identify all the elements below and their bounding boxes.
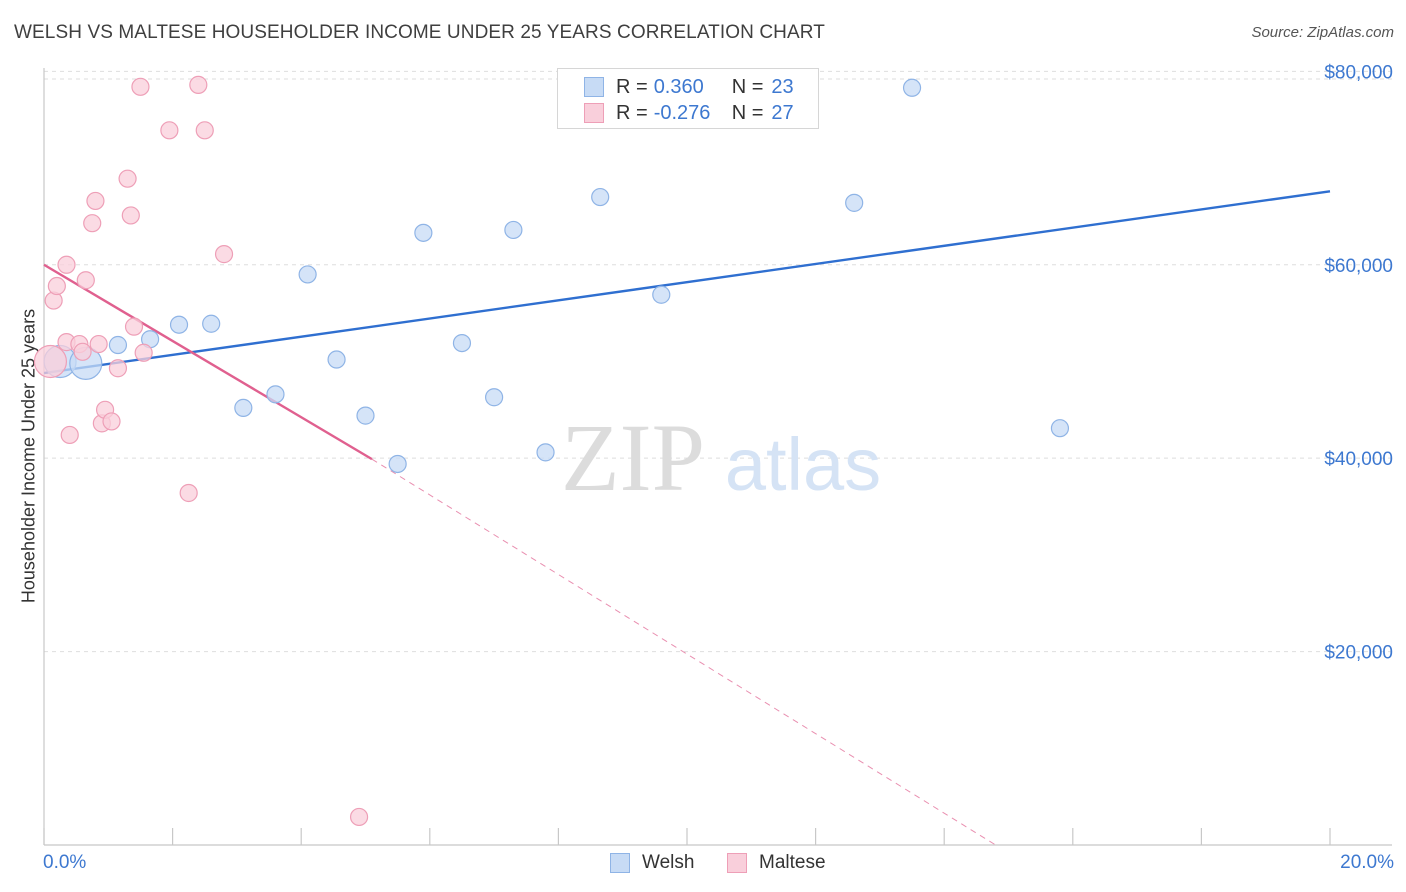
maltese-point xyxy=(57,255,76,274)
maltese-point xyxy=(86,191,105,211)
welsh-point xyxy=(591,187,610,207)
welsh-point xyxy=(234,398,253,417)
welsh-point xyxy=(327,350,346,369)
maltese-point xyxy=(73,342,92,361)
gridlines xyxy=(44,70,1392,653)
legend-r-value: 0.360 xyxy=(653,75,704,98)
maltese-point xyxy=(89,334,108,354)
trend-lines xyxy=(43,190,1331,846)
welsh-point xyxy=(485,388,504,407)
maltese-legend-swatch xyxy=(727,853,747,873)
maltese-point xyxy=(349,807,369,827)
legend-row-maltese: R = -0.276 N = 27 xyxy=(584,101,794,125)
correlation-legend: R = 0.360 N = 23 R = -0.276 N = 27 xyxy=(557,68,819,129)
y-tick-label: $80,000 xyxy=(1324,62,1393,83)
welsh-point xyxy=(536,443,555,462)
maltese-point xyxy=(124,317,144,336)
maltese-point xyxy=(189,75,208,94)
maltese-swatch xyxy=(584,103,604,123)
watermark: ZIP atlas xyxy=(561,404,881,511)
welsh-point xyxy=(452,333,472,353)
welsh-legend-swatch xyxy=(610,853,630,873)
welsh-legend-label: Welsh xyxy=(642,852,695,873)
maltese-point xyxy=(131,77,150,96)
y-tick-label: $20,000 xyxy=(1324,643,1393,664)
welsh-point xyxy=(652,285,671,304)
maltese-point xyxy=(102,412,121,431)
y-tick-label: $40,000 xyxy=(1324,449,1393,470)
data-points xyxy=(33,75,1070,827)
maltese-point xyxy=(60,425,79,445)
legend-item-welsh[interactable]: Welsh xyxy=(610,852,694,874)
maltese-legend-label: Maltese xyxy=(759,852,826,873)
y-tick-label: $60,000 xyxy=(1324,256,1393,277)
maltese-point xyxy=(83,214,102,233)
x-max-label: 20.0% xyxy=(1340,852,1394,873)
welsh-point xyxy=(902,78,922,97)
y-tick-labels: $20,000 $40,000 $60,000 $80,000 xyxy=(1324,62,1393,663)
maltese-point xyxy=(195,121,214,140)
legend-r-label: R = xyxy=(616,75,648,98)
maltese-point xyxy=(214,245,234,264)
welsh-point xyxy=(356,406,375,425)
source-label: Source: ZipAtlas.com xyxy=(1251,24,1394,41)
welsh-point xyxy=(266,385,285,404)
welsh-trend-line xyxy=(43,190,1331,375)
series-legend: Welsh Maltese xyxy=(0,852,1406,878)
maltese-point xyxy=(160,121,179,140)
maltese-trend-line xyxy=(43,263,373,461)
welsh-swatch xyxy=(584,77,604,97)
legend-n-value: 27 xyxy=(771,101,794,124)
legend-row-welsh: R = 0.360 N = 23 xyxy=(584,75,794,99)
maltese-point xyxy=(108,359,128,378)
welsh-point xyxy=(1050,419,1070,438)
welsh-point xyxy=(388,454,407,474)
maltese-point xyxy=(76,271,95,290)
axes xyxy=(43,68,1392,846)
legend-n-value: 23 xyxy=(771,75,794,98)
welsh-point xyxy=(202,314,221,333)
maltese-point xyxy=(33,344,68,379)
x-min-label: 0.0% xyxy=(43,852,87,873)
legend-item-maltese[interactable]: Maltese xyxy=(727,852,826,874)
welsh-point xyxy=(845,193,864,212)
welsh-point xyxy=(414,223,433,242)
welsh-point xyxy=(169,315,189,334)
watermark-zip: ZIP xyxy=(561,404,705,511)
maltese-point xyxy=(118,169,137,188)
watermark-atlas: atlas xyxy=(725,423,881,506)
maltese-trend-extension xyxy=(371,458,996,846)
welsh-point xyxy=(108,335,128,355)
maltese-point xyxy=(134,343,153,362)
maltese-point xyxy=(121,206,140,225)
legend-r-label: R = xyxy=(616,101,648,124)
legend-r-value: -0.276 xyxy=(653,101,711,124)
maltese-point xyxy=(47,276,66,296)
welsh-point xyxy=(504,220,523,240)
welsh-point xyxy=(298,265,317,284)
maltese-point xyxy=(179,483,198,503)
legend-n-label: N = xyxy=(731,101,764,124)
chart-title: WELSH VS MALTESE HOUSEHOLDER INCOME UNDE… xyxy=(14,22,825,43)
legend-n-label: N = xyxy=(731,75,764,98)
